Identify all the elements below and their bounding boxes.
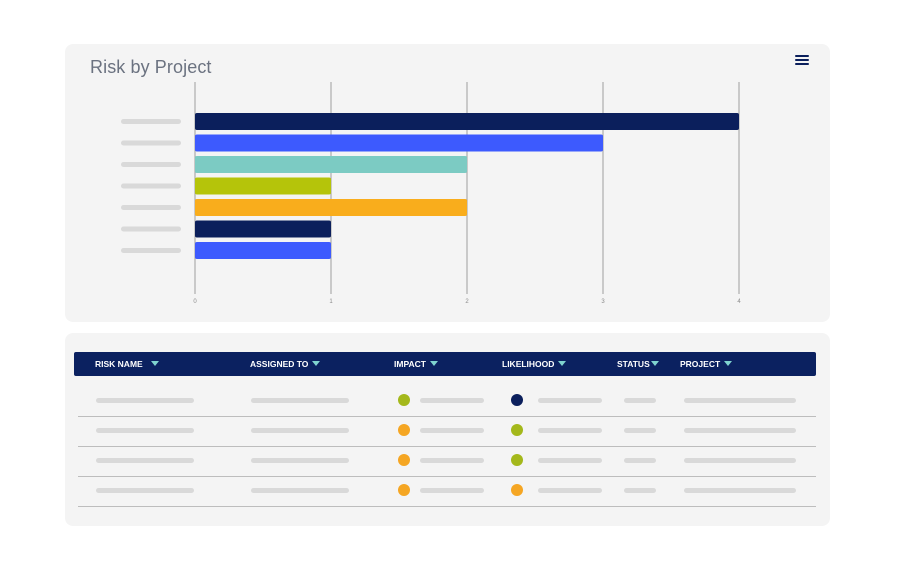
cell-placeholder [684, 428, 796, 433]
bar[interactable] [195, 242, 331, 259]
table-header: RISK NAME ASSIGNED TO IMPACT LIKELIHOOD … [74, 352, 816, 376]
column-header-project[interactable]: PROJECT [680, 352, 733, 376]
sort-caret-icon [650, 361, 659, 367]
category-label-placeholder [121, 205, 181, 210]
cell-placeholder [251, 398, 349, 403]
x-tick-label: 2 [465, 299, 469, 305]
cell-placeholder [624, 488, 656, 493]
column-label: IMPACT [394, 359, 426, 369]
category-label-placeholder [121, 162, 181, 167]
category-label-placeholder [121, 140, 181, 146]
cell-placeholder [420, 428, 484, 433]
column-label: RISK NAME [95, 359, 143, 369]
impact-indicator-dot [398, 484, 410, 496]
likelihood-indicator-dot [511, 484, 523, 496]
cell-placeholder [96, 488, 194, 493]
bar[interactable] [195, 220, 331, 238]
table-row[interactable] [78, 386, 816, 417]
category-label-placeholder [121, 183, 181, 189]
cell-placeholder [684, 398, 796, 403]
impact-indicator-dot [398, 454, 410, 466]
column-header-assigned-to[interactable]: ASSIGNED TO [250, 352, 321, 376]
cell-placeholder [624, 428, 656, 433]
cell-placeholder [96, 428, 194, 433]
table-row[interactable] [78, 476, 816, 507]
sort-caret-icon [429, 361, 438, 367]
cell-placeholder [684, 458, 796, 463]
category-label-placeholder [121, 248, 181, 253]
cell-placeholder [96, 458, 194, 463]
cell-placeholder [251, 428, 349, 433]
column-header-likelihood[interactable]: LIKELIHOOD [502, 352, 567, 376]
cell-placeholder [538, 398, 602, 403]
column-label: ASSIGNED TO [250, 359, 309, 369]
cell-placeholder [251, 488, 349, 493]
bar[interactable] [195, 156, 467, 173]
risk-chart-card: Risk by Project 0 1 2 3 4 [65, 44, 830, 322]
sort-caret-icon [724, 361, 733, 367]
risk-bar-chart: 0 1 2 3 4 [121, 82, 741, 305]
cell-placeholder [420, 488, 484, 493]
table-row[interactable] [78, 416, 816, 447]
column-header-impact[interactable]: IMPACT [394, 352, 438, 376]
impact-indicator-dot [398, 424, 410, 436]
hamburger-menu-icon[interactable] [795, 55, 809, 67]
cell-placeholder [624, 458, 656, 463]
x-tick-label: 1 [329, 299, 333, 305]
likelihood-indicator-dot [511, 394, 523, 406]
sort-caret-icon [558, 361, 567, 367]
bar[interactable] [195, 134, 603, 152]
bar[interactable] [195, 199, 467, 216]
column-header-risk-name[interactable]: RISK NAME [95, 352, 159, 376]
risk-table-card: RISK NAME ASSIGNED TO IMPACT LIKELIHOOD … [65, 333, 830, 526]
column-label: STATUS [617, 359, 650, 369]
sort-caret-icon [150, 361, 159, 367]
likelihood-indicator-dot [511, 454, 523, 466]
table-row[interactable] [78, 446, 816, 477]
impact-indicator-dot [398, 394, 410, 406]
bar[interactable] [195, 113, 739, 130]
cell-placeholder [420, 458, 484, 463]
cell-placeholder [251, 458, 349, 463]
x-tick-label: 4 [737, 299, 741, 305]
bar[interactable] [195, 177, 331, 195]
x-tick-label: 3 [601, 299, 605, 305]
likelihood-indicator-dot [511, 424, 523, 436]
column-label: PROJECT [680, 359, 721, 369]
cell-placeholder [538, 428, 602, 433]
cell-placeholder [420, 398, 484, 403]
cell-placeholder [538, 458, 602, 463]
cell-placeholder [538, 488, 602, 493]
chart-title: Risk by Project [90, 57, 212, 77]
column-header-status[interactable]: STATUS [617, 352, 659, 376]
sort-caret-icon [312, 361, 321, 367]
cell-placeholder [96, 398, 194, 403]
x-tick-label: 0 [193, 299, 197, 305]
cell-placeholder [624, 398, 656, 403]
cell-placeholder [684, 488, 796, 493]
category-label-placeholder [121, 226, 181, 232]
category-label-placeholder [121, 119, 181, 124]
column-label: LIKELIHOOD [502, 359, 555, 369]
